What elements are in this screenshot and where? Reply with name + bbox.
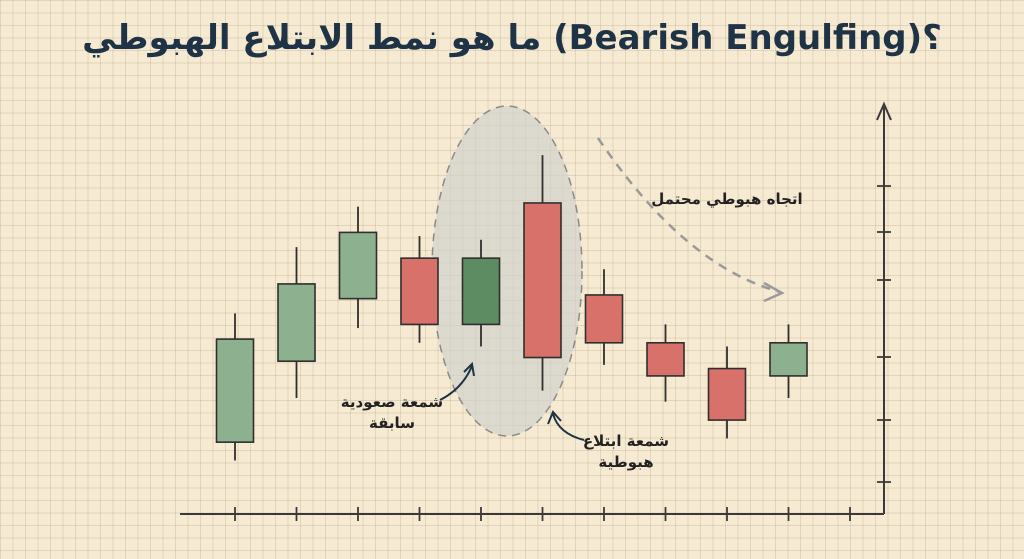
candle-10 bbox=[769, 324, 808, 398]
trend-arrow bbox=[596, 137, 785, 303]
candle-6 bbox=[523, 155, 562, 391]
candle-1 bbox=[215, 313, 255, 461]
engulf-candle-arrow bbox=[547, 410, 585, 441]
y-axis bbox=[876, 101, 892, 514]
prior-candle-label-line2: سابقة bbox=[369, 414, 415, 432]
trend-label: اتجاه هبوطي محتمل bbox=[651, 190, 802, 208]
candle-body bbox=[584, 294, 624, 344]
candle-4 bbox=[400, 236, 439, 343]
candle-body bbox=[707, 367, 747, 421]
candle-8 bbox=[646, 324, 685, 402]
candles-group bbox=[215, 155, 808, 461]
candle-3 bbox=[338, 206, 378, 329]
candle-7 bbox=[584, 269, 624, 365]
candle-body bbox=[215, 338, 255, 443]
candle-5 bbox=[461, 239, 501, 347]
candle-body bbox=[523, 202, 562, 359]
prior-candle-arrow bbox=[439, 361, 475, 401]
candle-body bbox=[461, 257, 501, 326]
page-title: ما هو نمط الابتلاع الهبوطي (Bearish Engu… bbox=[82, 18, 942, 58]
x-axis bbox=[180, 507, 884, 521]
candle-body bbox=[769, 341, 808, 377]
engulf-candle-label-line2: هبوطية bbox=[598, 453, 653, 471]
engulf-candle-label-line1: شمعة ابتلاع bbox=[583, 432, 669, 450]
candle-2 bbox=[277, 247, 316, 398]
prior-candle-label-line1: شمعة صعودية bbox=[341, 393, 443, 411]
candle-body bbox=[400, 257, 439, 326]
candle-body bbox=[277, 283, 316, 363]
candle-body bbox=[338, 231, 378, 300]
candle-9 bbox=[707, 346, 747, 439]
candle-body bbox=[646, 341, 685, 377]
